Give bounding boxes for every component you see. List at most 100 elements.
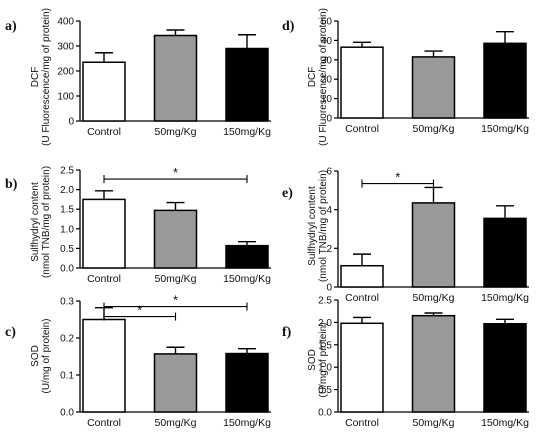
panel-f-bar bbox=[411, 314, 456, 413]
panel-e-category-label: 150mg/Kg bbox=[481, 292, 529, 304]
panel-b-category-label: Control bbox=[87, 273, 121, 285]
panel-e-ylabel-line2: (nmol TNB/mg of protein) bbox=[318, 170, 329, 282]
panel-f-category-label: Control bbox=[345, 417, 379, 429]
panel-d-letter: d) bbox=[282, 19, 295, 34]
panel-f: f) SOD (U/mg of protein) 0.0 0.5 1.0 1.5 2.0… bbox=[282, 296, 529, 430]
panel-d-y-tick-label: 40 bbox=[321, 36, 333, 47]
panel-b-y-tick-label: 1.5 bbox=[60, 205, 74, 216]
panel-b-y-tick-label: 0.0 bbox=[60, 264, 74, 275]
panel-b-letter: b) bbox=[5, 177, 18, 192]
panel-b-ylabel-line2: (nmol TNB/mg of protein) bbox=[41, 166, 52, 278]
panel-a-y-tick-label: 200 bbox=[57, 67, 74, 78]
panel-c-bar bbox=[82, 318, 126, 413]
panel-f-ylabel-line1: SOD bbox=[307, 349, 318, 371]
panel-d-category-label: Control bbox=[345, 123, 379, 135]
panel-e-plot: 0 2 4 6 Control 50mg/Kg 150mg/Kg * bbox=[326, 167, 529, 305]
panel-b-bar bbox=[225, 244, 269, 269]
panel-e-y-tick-label: 4 bbox=[326, 205, 332, 216]
panel-e-y-tick-label: 6 bbox=[326, 167, 332, 178]
panel-c-significance-label: * bbox=[173, 293, 178, 308]
panel-b-plot: 0.0 0.5 1.0 1.5 2.0 2.5 Control 50mg/Kg 150mg/Kg… bbox=[60, 165, 271, 285]
panel-a-category-label: 150mg/Kg bbox=[223, 126, 271, 138]
panel-d: d) DCF (U Fluorescence/mg of protein) 0 1… bbox=[282, 8, 529, 146]
panel-d-bar bbox=[483, 42, 527, 119]
panel-e-bar bbox=[483, 217, 527, 288]
panel-f-ylabel-line2: (U/mg of protein) bbox=[318, 322, 329, 397]
panel-d-plot: 0 10 20 30 40 50 Control 50mg/Kg 150mg/Kg bbox=[321, 17, 529, 136]
panel-e-bar bbox=[340, 264, 384, 288]
panel-d-y-tick-label: 50 bbox=[321, 17, 333, 28]
panel-e-letter: e) bbox=[282, 186, 293, 201]
panel-a: a) DCF (U Fluorescence/mg of protein) 0 1… bbox=[5, 8, 271, 146]
panel-a-category-label: Control bbox=[87, 126, 121, 138]
panel-e-category-label: 50mg/Kg bbox=[412, 292, 454, 304]
panel-c-bar bbox=[225, 352, 269, 413]
panel-f-y-tick-label: 1.5 bbox=[318, 340, 332, 351]
panel-c-y-tick-label: 0.1 bbox=[60, 371, 74, 382]
panel-d-bar bbox=[340, 46, 384, 119]
panel-e-category-label: Control bbox=[345, 292, 379, 304]
panel-d-ylabel-line2: (U Fluorescence/mg of protein) bbox=[318, 8, 329, 146]
panel-d-bar bbox=[411, 56, 456, 119]
panel-c-y-tick-label: 0.0 bbox=[60, 408, 74, 419]
panel-a-y-tick-label: 100 bbox=[57, 92, 74, 103]
panel-d-ylabel-line1: DCF bbox=[307, 67, 318, 88]
panel-e-significance-label: * bbox=[395, 170, 400, 185]
panel-f-bar bbox=[483, 322, 527, 413]
panel-a-bar bbox=[82, 61, 126, 122]
panel-b-y-tick-label: 2.0 bbox=[60, 185, 74, 196]
panel-e-ylabel-line1: Sulfhydryl content bbox=[307, 186, 318, 266]
panel-d-y-tick-label: 30 bbox=[321, 55, 333, 66]
panel-c-y-tick-label: 0.2 bbox=[60, 334, 74, 345]
panel-a-letter: a) bbox=[5, 19, 17, 34]
panel-b-y-tick-label: 0.5 bbox=[60, 244, 74, 255]
panel-c: c) SOD (U/mg of protein) 0.0 0.1 0.2 0.3 Con… bbox=[5, 293, 271, 429]
panel-d-y-tick-label: 0 bbox=[326, 114, 332, 125]
panel-b-y-tick-label: 2.5 bbox=[60, 166, 74, 177]
panel-e: e) Sulfhydryl content (nmol TNB/mg of pr… bbox=[282, 167, 529, 305]
panel-a-bar bbox=[153, 34, 198, 122]
panel-d-category-label: 50mg/Kg bbox=[412, 123, 454, 135]
panel-b-bar bbox=[82, 198, 126, 269]
panel-c-significance-label: * bbox=[137, 303, 142, 318]
panel-d-y-tick-label: 20 bbox=[321, 75, 333, 86]
panel-d-y-tick-label: 10 bbox=[321, 94, 333, 105]
panel-f-y-tick-label: 0.5 bbox=[318, 385, 332, 396]
panel-f-y-tick-label: 1.0 bbox=[318, 363, 332, 374]
panel-f-y-tick-label: 0.0 bbox=[318, 408, 332, 419]
panel-a-category-label: 50mg/Kg bbox=[154, 126, 196, 138]
panel-b-category-label: 50mg/Kg bbox=[154, 273, 196, 285]
panel-c-y-tick-label: 0.3 bbox=[60, 297, 74, 308]
panel-c-plot: 0.0 0.1 0.2 0.3 Control 50mg/Kg 150mg/Kg * * bbox=[60, 293, 271, 429]
panel-e-bar bbox=[411, 202, 456, 288]
panel-a-y-tick-label: 0 bbox=[68, 117, 74, 128]
panel-c-category-label: 50mg/Kg bbox=[154, 417, 196, 429]
panel-c-ylabel-line1: SOD bbox=[30, 345, 41, 367]
panel-f-y-tick-label: 2.0 bbox=[318, 318, 332, 329]
panel-c-category-label: 150mg/Kg bbox=[223, 417, 271, 429]
panel-d-category-label: 150mg/Kg bbox=[481, 123, 529, 135]
panel-a-y-tick-label: 300 bbox=[57, 42, 74, 53]
panel-a-ylabel-line1: DCF bbox=[30, 67, 41, 88]
panel-b-y-tick-label: 1.0 bbox=[60, 224, 74, 235]
panel-b: b) Sulfhydryl content (nmol TNB/mg of pr… bbox=[5, 165, 271, 285]
panel-f-letter: f) bbox=[282, 325, 292, 340]
panel-a-plot: 0 100 200 300 400 Control 50mg/Kg 150mg/Kg bbox=[57, 17, 271, 139]
panel-c-letter: c) bbox=[5, 325, 16, 340]
panel-f-y-tick-label: 2.5 bbox=[318, 296, 332, 307]
panel-c-category-label: Control bbox=[87, 417, 121, 429]
panel-f-category-label: 150mg/Kg bbox=[481, 417, 529, 429]
panel-e-y-tick-label: 0 bbox=[326, 283, 332, 294]
panel-f-bar bbox=[340, 322, 384, 413]
panel-f-plot: 0.0 0.5 1.0 1.5 2.0 2.5 Control 50mg/Kg 150mg/Kg bbox=[318, 296, 529, 430]
panel-a-y-tick-label: 400 bbox=[57, 17, 74, 28]
panel-b-ylabel-line1: Sulfhydryl content bbox=[30, 182, 41, 262]
panel-f-category-label: 50mg/Kg bbox=[412, 417, 454, 429]
panel-a-ylabel-line2: (U Fluorescence/mg of protein) bbox=[41, 8, 52, 146]
panel-a-bar bbox=[225, 47, 269, 122]
panel-b-bar bbox=[153, 209, 198, 269]
panel-c-bar bbox=[153, 353, 198, 413]
panel-b-significance-label: * bbox=[173, 165, 178, 180]
panel-b-category-label: 150mg/Kg bbox=[223, 273, 271, 285]
